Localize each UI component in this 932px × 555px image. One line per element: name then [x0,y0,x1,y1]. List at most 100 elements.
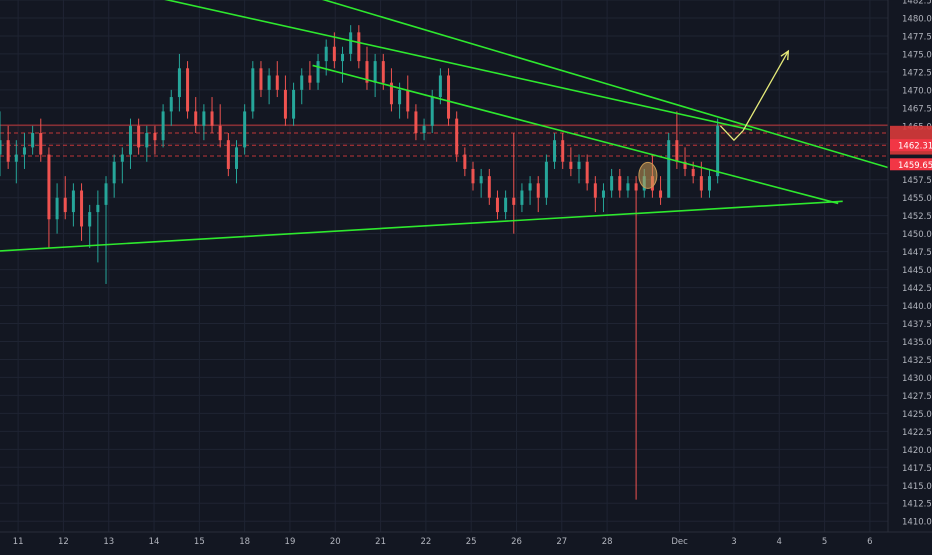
time-tick-label: 5 [822,537,827,547]
price-tick-label: 1450.00 [902,230,932,240]
candle-body [561,140,565,162]
candle-body [218,125,222,141]
candle-body [699,176,703,191]
price-axis-bg [888,0,932,550]
time-tick-label: Dec [671,537,688,547]
price-tick-label: 1412.50 [902,500,932,510]
time-tick-label: 11 [13,537,24,547]
price-tick-label: 1425.00 [902,410,932,420]
time-tick-label: 26 [511,537,522,547]
candle-body [137,125,141,148]
price-tick-label: 1480.00 [902,14,932,24]
price-label-bg [890,139,932,152]
candle-body [128,125,132,155]
candle-body [553,140,557,162]
price-tick-label: 1440.00 [902,302,932,312]
trendline[interactable] [0,0,753,131]
highlight-marker [638,161,658,189]
time-tick-label: 18 [239,537,250,547]
candle-body [267,75,271,90]
price-label: 1459.65 [898,161,932,171]
candle-body [398,89,402,105]
candle-body [471,168,475,184]
candle-body [332,46,336,62]
candle-body [536,183,540,198]
trendlines[interactable] [0,0,889,252]
candle-body [373,61,377,83]
candle-body [22,147,26,155]
candle-body [186,68,190,112]
grid-lines [0,0,888,532]
marker-ellipse [638,161,658,189]
candle-body [31,133,35,148]
candle-body [667,140,671,198]
candle-body [495,197,499,213]
trendline[interactable] [312,64,839,205]
candle-body [145,133,149,148]
candle-body [275,75,279,90]
candle-body [626,183,630,191]
candle-body [88,212,92,227]
arrow-head [780,49,790,61]
time-axis[interactable]: 11 12 13 14 15 18 19 20 21 22 25 26 27 28 Dec 3 4 5 6 [0,531,932,550]
price-tick-label: 1447.50 [902,248,932,258]
price-tick-label: 1420.00 [902,446,932,456]
candle-body [716,125,720,177]
price-label-bg [890,158,932,171]
price-tick-label: 1470.00 [902,86,932,96]
candle-body [544,161,548,198]
candle-body [177,68,181,98]
candle-body [80,190,84,227]
price-tick-label: 1452.50 [902,212,932,222]
candle-body [707,176,711,191]
candle-body [414,111,418,133]
candle-body [381,61,385,83]
candle-body [675,140,679,162]
candle-body [569,161,573,169]
candle-body [406,89,410,112]
price-tick-label: 1475.00 [902,50,932,60]
candle-body [47,154,51,220]
candle-body [55,197,59,220]
candle-body [324,46,328,62]
price-tick-label: 1422.50 [902,428,932,438]
candle-body [234,147,238,169]
projection-arrows[interactable] [719,49,790,142]
candle-body [349,32,353,54]
price-label: 1462.31 [898,142,932,152]
price-tick-label: 1455.00 [902,194,932,204]
candle-body [14,154,18,162]
candle-body [463,154,467,169]
candle-body [512,197,516,205]
candle-body [479,176,483,184]
time-tick-label: 25 [466,537,477,547]
candle-body [683,161,687,169]
price-tick-label: 1427.50 [902,392,932,402]
time-tick-label: 12 [58,537,69,547]
time-tick-label: 27 [556,537,567,547]
candle-body [389,82,393,105]
candle-body [161,111,165,141]
trendline[interactable] [240,0,889,169]
candle-body [455,118,459,155]
price-tick-label: 1430.00 [902,374,932,384]
candle-body [96,204,100,213]
candle-body [251,68,255,112]
price-tick-label: 1415.00 [902,482,932,492]
arrow-path[interactable] [719,125,744,142]
arrow-path[interactable] [742,50,789,132]
candle-body [365,61,369,83]
candle-body [438,75,442,98]
price-axis[interactable]: 1410.00 1412.50 1415.00 1417.50 1420.00 1422.… [887,0,932,550]
trendline[interactable] [0,200,843,252]
candle-body [63,197,67,213]
price-tick-label: 1482.50 [902,0,932,7]
time-tick-label: 19 [285,537,296,547]
candle-body [601,190,605,198]
candle-body [259,68,263,90]
candle-body [528,183,532,191]
price-zone-rect [0,125,888,155]
candle-body [504,197,508,213]
